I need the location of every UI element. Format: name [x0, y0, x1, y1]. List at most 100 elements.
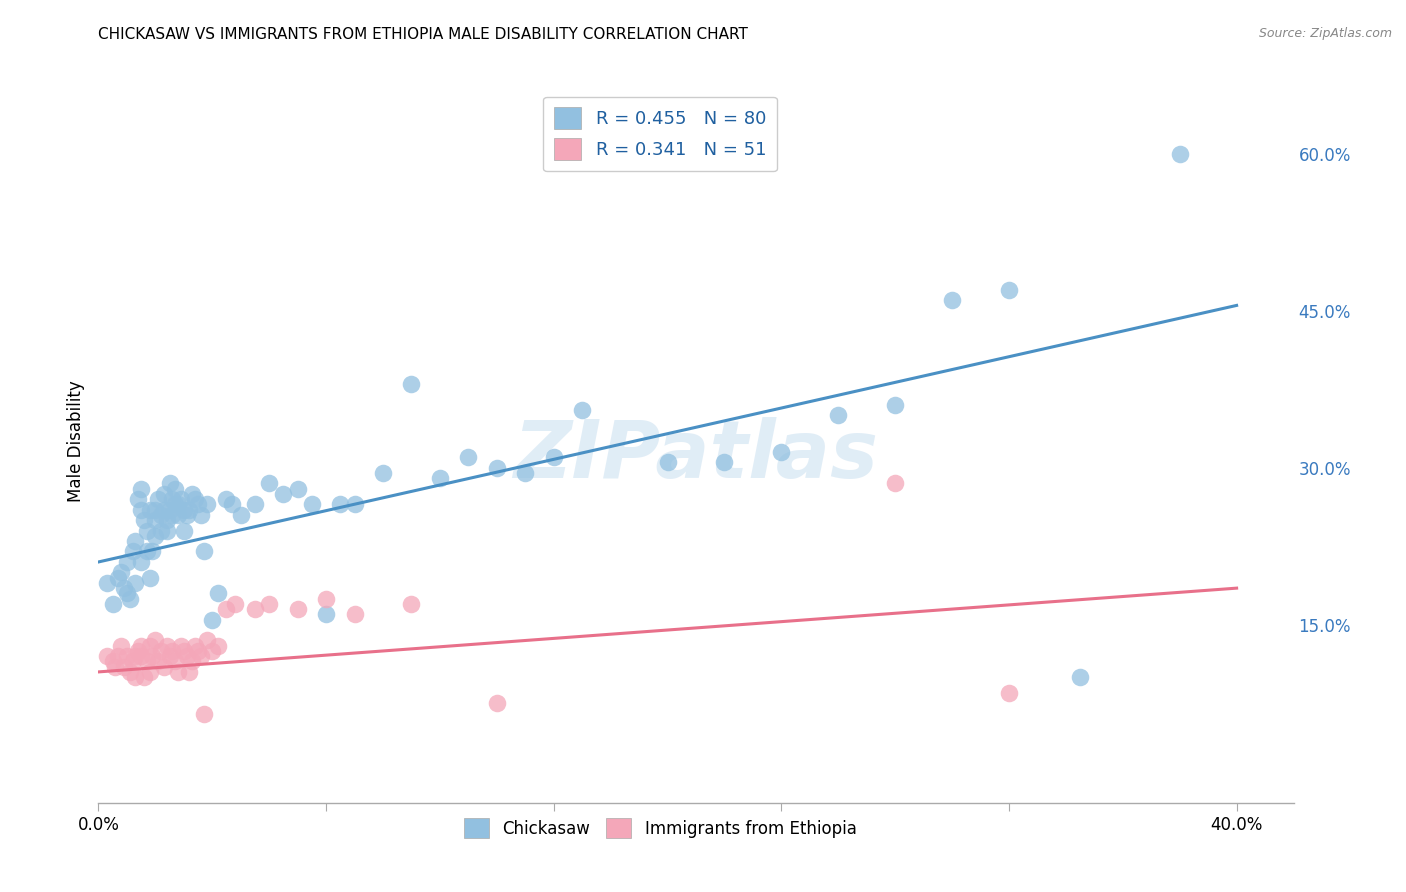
Point — [401, 376, 423, 391]
Point — [96, 575, 118, 590]
Point — [187, 497, 209, 511]
Point — [135, 655, 157, 669]
Point — [162, 644, 184, 658]
Point — [138, 502, 160, 516]
Point — [124, 534, 146, 549]
Point — [170, 492, 193, 507]
Point — [571, 403, 593, 417]
Point — [176, 649, 198, 664]
Point — [156, 639, 179, 653]
Point — [193, 544, 215, 558]
Point — [184, 639, 207, 653]
Point — [135, 524, 157, 538]
Point — [127, 644, 149, 658]
Point — [195, 497, 218, 511]
Point — [170, 639, 193, 653]
Point — [207, 639, 229, 653]
Point — [429, 471, 451, 485]
Point — [193, 706, 215, 721]
Point — [167, 665, 190, 679]
Point — [107, 649, 129, 664]
Point — [215, 602, 238, 616]
Point — [207, 586, 229, 600]
Point — [165, 482, 187, 496]
Point — [159, 476, 181, 491]
Point — [112, 659, 135, 673]
Point — [176, 508, 198, 522]
Point — [132, 513, 155, 527]
Point — [941, 293, 963, 308]
Point — [129, 502, 152, 516]
Point — [150, 524, 173, 538]
Point — [129, 649, 152, 664]
Point — [179, 665, 201, 679]
Point — [201, 613, 224, 627]
Point — [110, 566, 132, 580]
Point — [96, 649, 118, 664]
Point — [115, 649, 138, 664]
Point — [485, 696, 508, 710]
Point — [101, 655, 124, 669]
Point — [148, 655, 170, 669]
Point — [143, 633, 166, 648]
Point — [485, 460, 508, 475]
Point — [371, 466, 394, 480]
Point — [153, 502, 176, 516]
Point — [257, 476, 280, 491]
Point — [770, 445, 793, 459]
Point — [110, 639, 132, 653]
Point — [101, 597, 124, 611]
Point — [115, 555, 138, 569]
Text: Source: ZipAtlas.com: Source: ZipAtlas.com — [1258, 27, 1392, 40]
Point — [273, 487, 295, 501]
Point — [153, 487, 176, 501]
Point — [215, 492, 238, 507]
Text: ZIPatlas: ZIPatlas — [513, 417, 879, 495]
Point — [287, 602, 309, 616]
Point — [173, 524, 195, 538]
Legend: Chickasaw, Immigrants from Ethiopia: Chickasaw, Immigrants from Ethiopia — [457, 812, 863, 845]
Point — [112, 581, 135, 595]
Point — [138, 571, 160, 585]
Point — [153, 659, 176, 673]
Point — [884, 476, 907, 491]
Point — [138, 665, 160, 679]
Point — [457, 450, 479, 465]
Point — [118, 591, 141, 606]
Point — [190, 649, 212, 664]
Point — [343, 497, 366, 511]
Point — [187, 644, 209, 658]
Point — [179, 502, 201, 516]
Point — [257, 597, 280, 611]
Point — [173, 644, 195, 658]
Text: CHICKASAW VS IMMIGRANTS FROM ETHIOPIA MALE DISABILITY CORRELATION CHART: CHICKASAW VS IMMIGRANTS FROM ETHIOPIA MA… — [98, 27, 748, 42]
Point — [201, 644, 224, 658]
Point — [167, 497, 190, 511]
Point — [190, 508, 212, 522]
Point — [143, 529, 166, 543]
Point — [156, 513, 179, 527]
Point — [156, 524, 179, 538]
Point — [998, 686, 1021, 700]
Point — [301, 497, 323, 511]
Point — [221, 497, 243, 511]
Point — [1168, 146, 1191, 161]
Point — [124, 670, 146, 684]
Point — [181, 655, 204, 669]
Point — [129, 639, 152, 653]
Point — [150, 508, 173, 522]
Point — [150, 644, 173, 658]
Point — [195, 633, 218, 648]
Point — [143, 502, 166, 516]
Point — [162, 492, 184, 507]
Point — [315, 607, 337, 622]
Point — [143, 513, 166, 527]
Point — [104, 659, 127, 673]
Point — [159, 502, 181, 516]
Point — [138, 639, 160, 653]
Point — [181, 487, 204, 501]
Point — [165, 655, 187, 669]
Point — [167, 508, 190, 522]
Point — [124, 649, 146, 664]
Point — [132, 670, 155, 684]
